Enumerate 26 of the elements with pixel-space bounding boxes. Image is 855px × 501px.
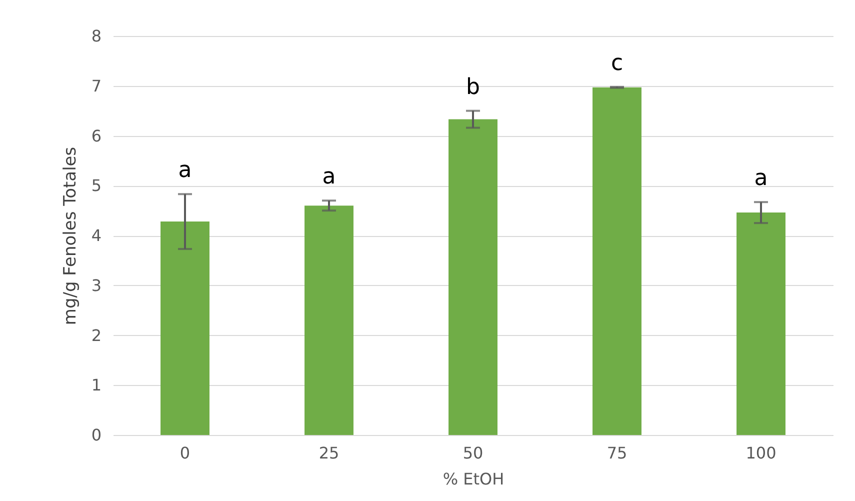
x-tick-label: 50 xyxy=(462,444,484,462)
bar xyxy=(160,222,210,435)
annotation: a xyxy=(178,158,192,184)
bar xyxy=(592,87,642,435)
bar xyxy=(736,212,786,435)
y-tick-label: 6 xyxy=(91,126,102,146)
annotation: a xyxy=(322,164,336,190)
y-axis-title: mg/g Fenoles Totales xyxy=(60,146,80,326)
annotation: b xyxy=(466,74,480,100)
y-tick-label: 4 xyxy=(91,226,102,245)
bar xyxy=(304,206,354,435)
y-tick-label: 0 xyxy=(91,426,102,444)
x-tick-label: 100 xyxy=(746,444,776,462)
x-tick-label: 25 xyxy=(318,444,340,462)
y-tick-label: 2 xyxy=(91,326,102,345)
bar xyxy=(448,119,498,435)
annotation: c xyxy=(610,50,624,76)
x-axis-title: % EtOH xyxy=(442,470,504,488)
y-tick-label: 8 xyxy=(91,26,102,46)
y-tick-label: 5 xyxy=(91,176,102,196)
y-tick-label: 3 xyxy=(91,276,102,295)
x-tick-label: 75 xyxy=(606,444,628,462)
y-tick-label: 1 xyxy=(91,376,102,395)
y-tick-label: 7 xyxy=(91,76,102,96)
x-tick-label: 0 xyxy=(180,444,190,462)
annotation: a xyxy=(754,166,768,192)
